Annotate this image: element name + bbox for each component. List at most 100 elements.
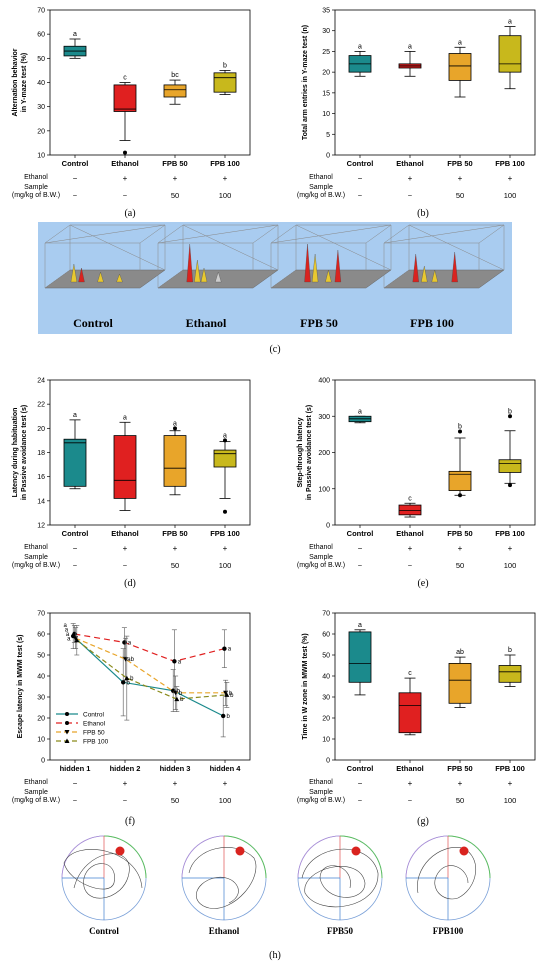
y-axis-label: Step-through latency bbox=[297, 417, 304, 487]
sample-row-value: 50 bbox=[456, 796, 464, 805]
y-tick-label: 22 bbox=[37, 402, 45, 409]
significance-letter: b bbox=[508, 408, 512, 415]
y-tick-label: 60 bbox=[37, 32, 45, 39]
x-tick-label: FPB 100 bbox=[495, 529, 525, 538]
panel-c-label: FPB 100 bbox=[410, 316, 454, 330]
x-tick-label: Ethanol bbox=[111, 159, 139, 168]
platform-marker bbox=[235, 846, 245, 856]
panel-c-label: FPB 50 bbox=[300, 316, 338, 330]
y-tick-label: 70 bbox=[37, 611, 45, 618]
ethanol-row-label: Ethanol bbox=[309, 174, 333, 181]
y-tick-label: 400 bbox=[318, 378, 330, 385]
box-iqr bbox=[213, 72, 237, 93]
ethanol-row-value: − bbox=[73, 174, 78, 183]
x-tick-label: Control bbox=[62, 159, 89, 168]
surface-box-edge bbox=[270, 224, 392, 244]
surface-peak bbox=[97, 271, 104, 283]
ethanol-row-label: Ethanol bbox=[24, 174, 48, 181]
ethanol-row-value: + bbox=[173, 779, 178, 788]
sample-row-value: − bbox=[73, 561, 78, 570]
box-iqr bbox=[398, 504, 422, 516]
significance-letter: b bbox=[180, 697, 184, 703]
significance-letter: a bbox=[73, 31, 77, 38]
panel-g-chart: 0 10 20 30 40 50 60 70 Time in W zone in MWM tes… bbox=[297, 611, 536, 805]
sample-row-value: 50 bbox=[171, 191, 179, 200]
series-point bbox=[222, 646, 227, 651]
significance-letter: a bbox=[67, 637, 71, 643]
y-tick-label: 40 bbox=[37, 674, 45, 681]
ethanol-row-value: + bbox=[223, 544, 228, 553]
ethanol-row-value: + bbox=[223, 779, 228, 788]
x-tick-label: FPB 100 bbox=[210, 529, 240, 538]
panel-letter-h: (h) bbox=[269, 950, 281, 961]
ethanol-row-value: − bbox=[358, 779, 363, 788]
significance-letter: c bbox=[408, 670, 412, 677]
y-tick-label: 30 bbox=[322, 695, 330, 702]
panel-letter-b: (b) bbox=[417, 208, 429, 219]
panel-h-label: Ethanol bbox=[209, 926, 240, 936]
sample-row-value: 100 bbox=[219, 191, 232, 200]
surface-box-edge bbox=[69, 224, 166, 271]
significance-letter: a bbox=[358, 622, 362, 629]
platform-marker bbox=[115, 846, 125, 856]
surface-peak bbox=[186, 243, 193, 283]
y-axis-label: in Passive avoidance test (s) bbox=[306, 405, 313, 500]
x-tick-label: FPB 100 bbox=[495, 764, 525, 773]
significance-letter: b bbox=[223, 62, 227, 69]
surface-peak bbox=[311, 253, 319, 283]
sample-row-label: Sample bbox=[309, 789, 333, 796]
x-tick-label: Ethanol bbox=[396, 764, 424, 773]
y-tick-label: 40 bbox=[37, 80, 45, 87]
surface-peak bbox=[116, 273, 123, 283]
y-tick-label: 24 bbox=[37, 378, 45, 385]
ethanol-row-value: + bbox=[408, 174, 413, 183]
surface-box-edge bbox=[182, 224, 279, 271]
series-point bbox=[174, 696, 180, 702]
panel-letter-c: (c) bbox=[269, 344, 280, 355]
x-tick-label: Ethanol bbox=[396, 529, 424, 538]
x-tick-label: Ethanol bbox=[111, 529, 139, 538]
y-tick-label: 35 bbox=[322, 8, 330, 15]
surface-box-edge bbox=[157, 224, 279, 244]
sample-row-label: Sample bbox=[24, 554, 48, 561]
swim-path bbox=[63, 849, 143, 899]
x-tick-label: hidden 3 bbox=[160, 764, 191, 773]
significance-letter: a bbox=[228, 647, 232, 653]
panel-b-chart: 0 5 10 15 20 25 30 35 Total arm entries in Y-maz… bbox=[297, 8, 536, 200]
ethanol-row-value: + bbox=[458, 174, 463, 183]
quadrant-arc bbox=[447, 835, 491, 879]
surface-peak bbox=[215, 271, 222, 283]
box-outlier bbox=[223, 438, 227, 443]
y-tick-label: 30 bbox=[37, 104, 45, 111]
ethanol-row-value: − bbox=[73, 544, 78, 553]
sample-row-value: 100 bbox=[504, 191, 517, 200]
x-tick-label: FPB 50 bbox=[447, 764, 472, 773]
surface-peak bbox=[194, 259, 201, 283]
surface-peak bbox=[304, 243, 311, 283]
sample-row-value: − bbox=[358, 191, 363, 200]
ethanol-row-value: + bbox=[123, 544, 128, 553]
surface-box-edge bbox=[408, 224, 505, 271]
plot-frame bbox=[334, 612, 536, 761]
box-iqr bbox=[498, 665, 522, 683]
significance-letter: a bbox=[358, 408, 362, 415]
x-tick-label: hidden 4 bbox=[210, 764, 242, 773]
sample-row-value: − bbox=[123, 191, 128, 200]
surface-peak bbox=[334, 249, 342, 283]
surface-peak bbox=[421, 265, 428, 283]
sample-row-value: − bbox=[73, 796, 78, 805]
box-iqr bbox=[113, 435, 137, 499]
y-tick-label: 40 bbox=[322, 674, 330, 681]
ethanol-row-value: + bbox=[508, 544, 513, 553]
y-tick-label: 0 bbox=[41, 758, 45, 765]
sample-row-value: − bbox=[358, 561, 363, 570]
box-outlier bbox=[223, 509, 227, 514]
y-axis-label: in Y-maze test (%) bbox=[21, 53, 28, 112]
y-tick-label: 16 bbox=[37, 474, 45, 481]
ethanol-row-value: + bbox=[508, 779, 513, 788]
panel-c-3d-images: Control Ethanol FPB 50 FPB 100 bbox=[38, 222, 512, 334]
y-tick-label: 10 bbox=[37, 153, 45, 160]
y-tick-label: 200 bbox=[318, 450, 330, 457]
series-point bbox=[221, 713, 226, 719]
